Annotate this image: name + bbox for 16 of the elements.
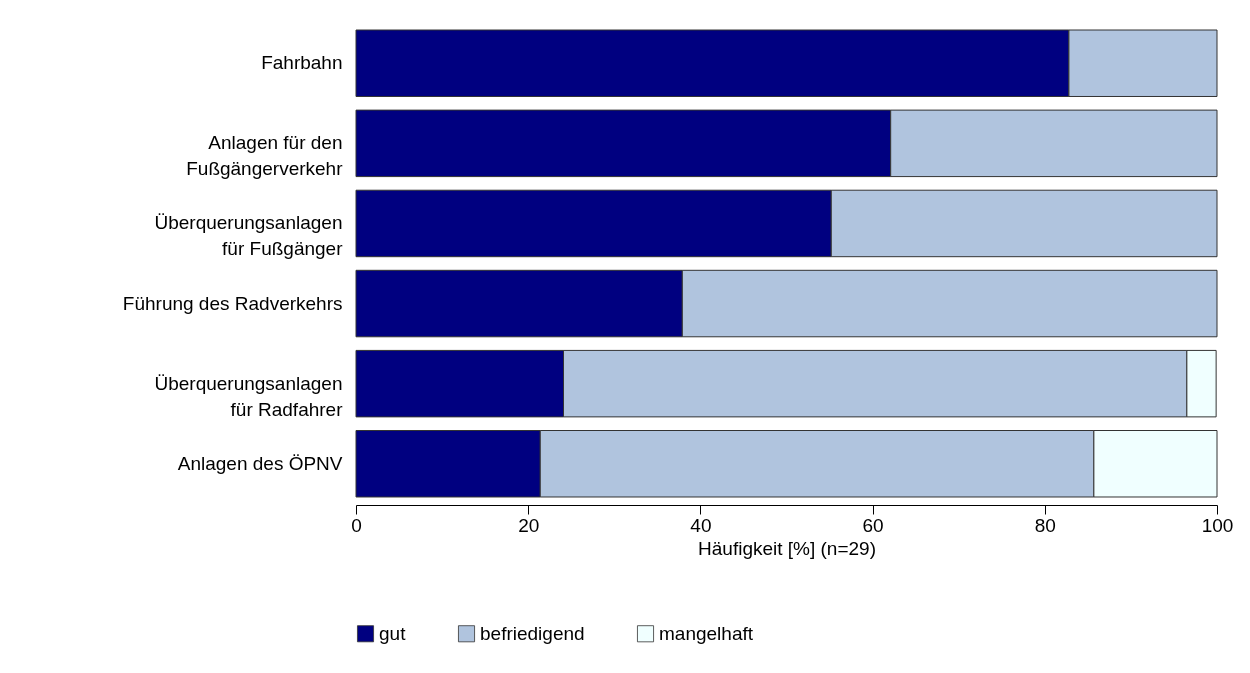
y-tick-label: Überquerungsanlagen für Fußgänger — [154, 212, 344, 260]
y-tick-label: Überquerungsanlagen für Radfahrer — [154, 372, 344, 420]
y-tick-label: Fahrbahn — [261, 52, 343, 74]
y-tick-label: Führung des Radverkehrs — [122, 292, 343, 314]
x-tick-label: 40 — [690, 514, 712, 536]
x-axis-title: Häufigkeit [%] (n=29) — [698, 537, 876, 559]
legend-label: mangelhaft — [659, 622, 754, 644]
y-tick-label: Anlagen für den Fußgängerverkehr — [186, 132, 344, 180]
x-tick-label: 20 — [518, 514, 540, 536]
y-tick-label: Anlagen des ÖPNV — [177, 452, 343, 474]
legend-label: gut — [379, 622, 407, 644]
x-tick-label: 0 — [351, 514, 362, 536]
x-tick-label: 80 — [1034, 514, 1056, 536]
legend-label: befriedigend — [480, 622, 585, 644]
x-tick-label: 100 — [1201, 514, 1234, 536]
x-tick-label: 60 — [862, 514, 884, 536]
